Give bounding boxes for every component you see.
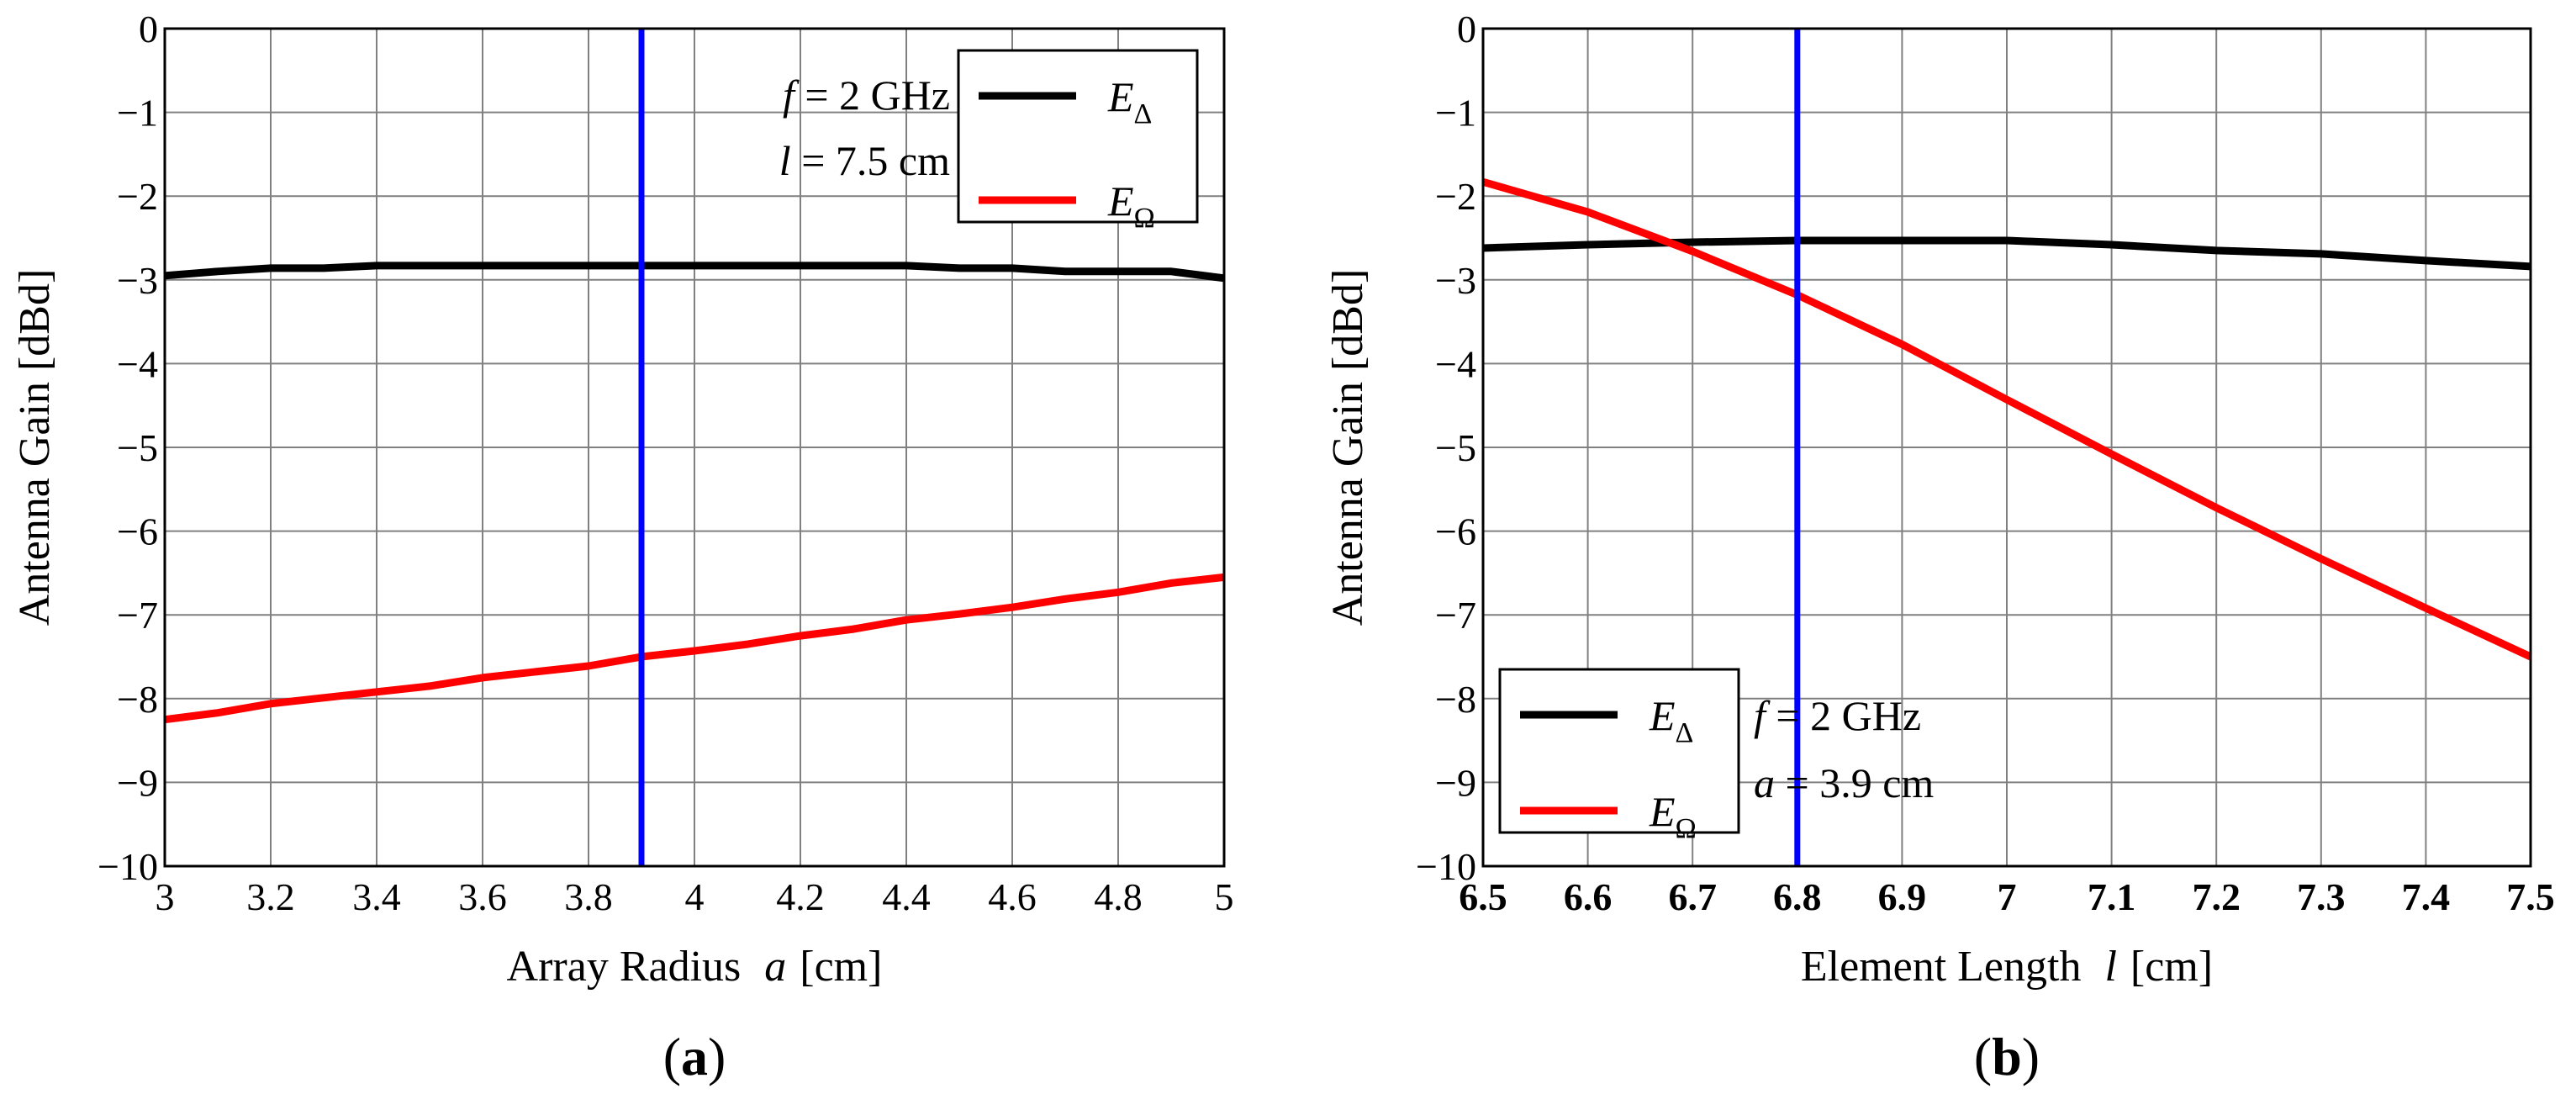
x-tick-label: 7.2 (2192, 875, 2241, 918)
y-tick-label: −1 (117, 92, 158, 135)
legend-label: EΩ (1107, 177, 1155, 234)
x-tick-label: 7.1 (2088, 875, 2136, 918)
x-tick-label: 7.5 (2506, 875, 2555, 918)
annotation-text: a = 3.9 cm (1754, 759, 1934, 806)
x-tick-label: 3.2 (246, 875, 295, 918)
panel-label: (a) (663, 1027, 726, 1086)
x-tick-label: 5 (1215, 875, 1234, 918)
legend-label: EΔ (1649, 692, 1693, 748)
annotation-text: f = 2 GHz (783, 71, 950, 119)
legend: EΔ EΩ (1498, 668, 1740, 844)
x-tick-label: 4 (685, 875, 705, 918)
y-tick-label: −6 (1435, 510, 1476, 553)
y-tick-label: −5 (1435, 426, 1476, 469)
y-tick-label: −7 (1435, 594, 1476, 637)
axes-frame (163, 27, 1226, 868)
legend-label: EΔ (1107, 73, 1152, 130)
annotation-text: l = 7.5 cm (779, 137, 950, 184)
chart-panel-b: 6.5 6.6 6.7 6.8 6.9 7 7.1 7.2 7.3 7.4 7.5 0 −1 −2 −3 −4… (1324, 8, 2555, 1086)
y-tick-label: −8 (1435, 678, 1476, 721)
x-tick-label: 6.5 (1459, 875, 1507, 918)
x-tick-label: 3 (156, 875, 175, 918)
legend-box (957, 49, 1199, 224)
legend-box (1498, 668, 1740, 834)
panel-label: (b) (1974, 1027, 2040, 1086)
x-tick-label: 6.7 (1668, 875, 1717, 918)
axes-frame (1481, 27, 2532, 868)
x-tick-label: 4.2 (776, 875, 825, 918)
y-tick-label: −2 (117, 175, 158, 218)
x-axis-label: Element Length l [cm] (1801, 943, 2213, 991)
y-axis-label: Antenna Gain [dBd] (1324, 269, 1372, 626)
x-tick-label: 7.4 (2402, 875, 2451, 918)
x-tick-label: 6.9 (1878, 875, 1927, 918)
x-axis-label: Array Radius a [cm] (507, 943, 883, 991)
y-tick-label: −3 (117, 259, 158, 302)
x-tick-label: 4.8 (1094, 875, 1143, 918)
legend: EΔ EΩ (957, 49, 1199, 234)
y-tick-label: −4 (1435, 342, 1476, 385)
x-tick-label: 3.8 (564, 875, 613, 918)
y-tick-label: −10 (98, 845, 158, 888)
x-tick-label: 4.6 (988, 875, 1037, 918)
y-tick-label: −8 (117, 678, 158, 721)
y-tick-label: −3 (1435, 259, 1476, 302)
y-tick-label: −9 (1435, 761, 1476, 804)
y-axis-label: Antenna Gain [dBd] (11, 269, 59, 626)
y-tick-label: −4 (117, 342, 158, 385)
x-tick-label: 7 (1998, 875, 2017, 918)
y-tick-label: 0 (139, 8, 158, 50)
y-tick-label: −1 (1435, 92, 1476, 135)
x-tick-label: 6.6 (1564, 875, 1613, 918)
y-tick-label: −10 (1416, 845, 1476, 888)
x-tick-label: 3.6 (458, 875, 507, 918)
annotation-text: f = 2 GHz (1754, 692, 1921, 739)
x-tick-label: 6.8 (1773, 875, 1822, 918)
x-tick-label: 7.3 (2297, 875, 2346, 918)
y-tick-label: −2 (1435, 175, 1476, 218)
y-tick-label: −9 (117, 761, 158, 804)
chart-panel-a: 3 3.2 3.4 3.6 3.8 4 4.2 4.4 4.6 4.8 5 0 −1 −2 −3 −4 −5 −6… (11, 8, 1234, 1086)
y-tick-label: −7 (117, 594, 158, 637)
x-tick-label: 4.4 (882, 875, 931, 918)
legend-label: EΩ (1649, 788, 1697, 844)
y-tick-label: −5 (117, 426, 158, 469)
x-tick-label: 3.4 (352, 875, 401, 918)
y-tick-label: 0 (1457, 8, 1476, 50)
y-tick-label: −6 (117, 510, 158, 553)
